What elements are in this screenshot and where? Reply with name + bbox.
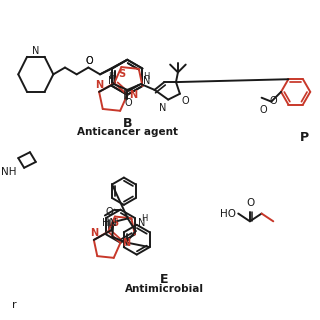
Text: N: N	[143, 76, 150, 86]
Text: O: O	[269, 96, 277, 106]
Text: H: H	[141, 214, 148, 223]
Text: HO: HO	[220, 209, 236, 219]
Text: O: O	[260, 106, 268, 116]
Text: S: S	[118, 69, 125, 79]
Text: B: B	[123, 117, 132, 130]
Text: HN: HN	[102, 218, 116, 228]
Text: H: H	[143, 72, 149, 81]
Text: NH: NH	[1, 167, 16, 177]
Text: O: O	[105, 207, 113, 217]
Text: P: P	[300, 131, 309, 144]
Text: O: O	[124, 98, 132, 108]
Text: r: r	[12, 300, 17, 310]
Text: O: O	[85, 56, 93, 66]
Text: E: E	[160, 273, 169, 286]
Text: H: H	[108, 72, 115, 81]
Text: O: O	[247, 198, 255, 208]
Text: O: O	[85, 56, 93, 66]
Text: N: N	[108, 76, 116, 86]
Text: N: N	[90, 228, 98, 238]
Text: S: S	[111, 219, 118, 228]
Text: N: N	[129, 90, 137, 100]
Text: Antimicrobial: Antimicrobial	[125, 284, 204, 294]
Text: N: N	[138, 218, 145, 228]
Text: N: N	[159, 102, 166, 113]
Text: O: O	[182, 96, 189, 106]
Text: Anticancer agent: Anticancer agent	[77, 127, 178, 137]
Text: N: N	[95, 80, 103, 90]
Text: N: N	[123, 238, 131, 248]
Text: N: N	[32, 46, 39, 56]
